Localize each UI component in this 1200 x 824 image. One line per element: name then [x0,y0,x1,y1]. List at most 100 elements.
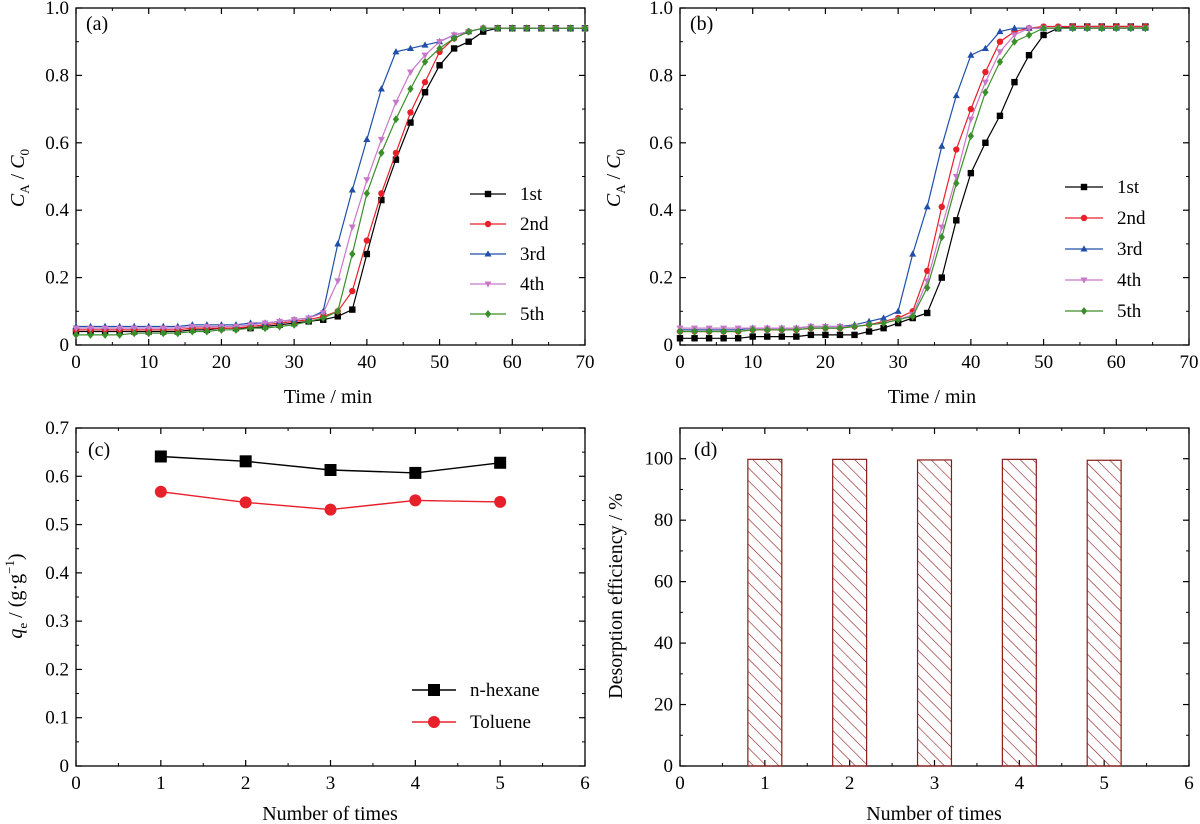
legend-marker [484,310,492,318]
data-point [793,325,800,334]
data-point [421,78,429,86]
series-line [76,27,585,329]
data-point [1025,51,1033,59]
legend-label: 4th [520,274,545,295]
legend-label: 4th [1117,270,1142,291]
data-point [691,335,698,342]
legend-marker [428,684,440,696]
series-4th [72,25,589,332]
data-point [363,250,371,258]
data-point [938,233,945,242]
data-point [996,49,1004,56]
x-tick-label: 20 [212,352,231,373]
data-point [334,313,341,320]
y-tick-label: 0.3 [45,611,69,632]
data-point [145,329,152,338]
data-point [822,331,829,339]
data-point [924,267,931,275]
panel-b-x-axis-label: Time / min [888,386,976,408]
x-tick-label: 5 [1099,773,1109,794]
data-point [494,24,501,33]
data-point [465,27,472,36]
y-tick-label: 0.4 [45,200,69,221]
data-point [450,34,458,43]
y-tick-label: 0 [60,756,70,777]
y-tick-label: 0 [664,335,674,356]
x-tick-label: 30 [285,352,304,373]
data-point [923,203,931,210]
data-point [87,325,95,332]
series-line [76,27,585,336]
data-point [392,149,400,157]
data-point [290,320,298,329]
series-Toluene [154,485,507,516]
data-point [851,322,858,331]
data-point [160,329,167,338]
data-point [807,331,815,339]
data-point [334,278,342,285]
panel-c-y-axis-label: qe / (g·g−1) [2,553,30,638]
data-point [174,325,182,332]
series-line [76,27,585,331]
y-tick-label: 100 [645,449,674,470]
data-point [538,24,545,33]
panel-a-tag: (a) [86,13,108,35]
data-point [851,331,858,339]
data-point [436,44,443,53]
panel-d-tag: (d) [694,439,717,461]
x-tick-label: 1 [760,773,770,794]
data-point [552,24,560,33]
data-point [203,323,211,331]
y-tick-label: 0.2 [649,268,673,289]
data-point [159,325,167,332]
x-tick-label: 4 [1015,773,1025,794]
data-point [407,84,414,93]
bar [747,458,783,767]
data-point [349,250,356,259]
series-2nd [676,23,1149,335]
series-line [76,27,585,333]
data-point [967,169,975,177]
data-point [880,314,888,321]
data-point [154,450,167,463]
data-point [778,333,785,340]
data-point [494,495,507,508]
x-tick-label: 10 [139,352,158,373]
legend: 1st 2nd 3rd 4th 5th [1065,177,1146,322]
data-point [392,156,400,163]
legend-label: 5th [520,304,545,325]
data-point [836,331,844,339]
data-point [778,325,785,334]
data-point [72,325,80,332]
data-point [480,24,487,33]
series-line [680,27,1146,331]
x-tick-label: 40 [357,352,376,373]
data-point [807,324,815,333]
data-point [421,89,429,96]
data-point [116,330,123,339]
data-point [581,24,589,33]
data-point [996,38,1004,45]
data-point [981,79,989,86]
data-point [406,69,415,76]
data-point [1084,24,1091,33]
data-point [494,456,507,469]
y-tick-label: 0.2 [45,268,69,289]
data-point [189,327,196,336]
data-point [409,466,422,479]
data-point [1010,24,1019,31]
data-point [836,324,844,333]
data-point [377,136,385,144]
y-tick-label: 0 [60,335,70,356]
data-point [450,45,458,52]
x-tick-label: 6 [580,773,590,794]
data-point [174,329,181,338]
x-tick-label: 0 [71,773,81,794]
series-3rd [72,24,589,330]
data-point [938,224,946,231]
data-point [734,335,742,342]
x-tick-label: 0 [675,352,685,373]
data-point [188,323,196,331]
data-point [822,324,829,333]
data-point [967,105,975,113]
